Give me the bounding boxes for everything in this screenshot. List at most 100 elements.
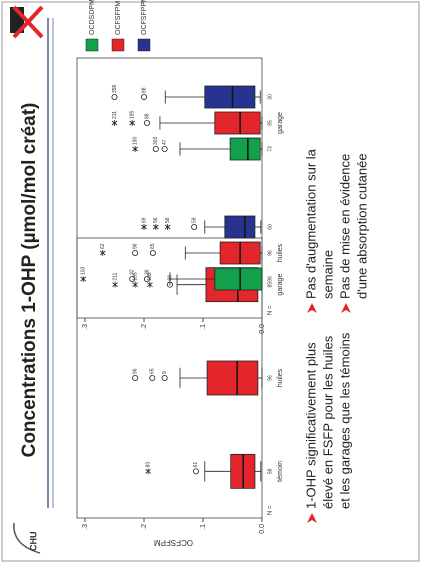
outlier-label: 190 [132, 136, 138, 145]
y-tick-label: .2 [141, 324, 148, 330]
plot-frame [76, 57, 263, 319]
y-tick-label: .1 [200, 324, 207, 330]
outlier-circle [161, 375, 168, 382]
n-value: 58 [267, 468, 273, 474]
outlier-label: 103 [81, 266, 87, 275]
outlier-label: 59 [191, 217, 197, 223]
outlier-star [111, 120, 118, 126]
n-value: 98 [267, 276, 273, 282]
y-tick-label: 0.0 [259, 324, 266, 334]
legend-swatch [137, 38, 151, 52]
outlier-label: 65 [150, 243, 156, 249]
outlier-circle [149, 375, 156, 382]
outlier-star [80, 276, 87, 282]
y-tick-label: 0.0 [259, 524, 266, 534]
y-tick-label: .1 [200, 524, 207, 530]
box [206, 360, 259, 396]
bullet-text: et les garages que les témoins [337, 332, 352, 509]
y-tick-label: .2 [141, 524, 148, 530]
outlier-circle [152, 146, 159, 153]
x-tick-label: garage [277, 112, 284, 134]
outlier-circle [161, 146, 168, 153]
box [204, 85, 256, 109]
logo-curve [13, 522, 41, 554]
legend-label: OCFSFPM [115, 1, 122, 35]
bullet-arrow [341, 303, 351, 313]
outlier-circle [132, 250, 139, 257]
outlier-star [112, 281, 118, 288]
outlier-label: 65 [150, 368, 156, 374]
outlier-label: 88 [141, 87, 147, 93]
legend-label: OCDSDPM [89, 0, 96, 35]
n-label: N = [268, 505, 274, 515]
x-tick-label: garage [277, 274, 284, 296]
n-value: 73 [267, 146, 273, 152]
n-value: 85 [267, 282, 273, 288]
x-tick-label: huiles [277, 243, 284, 262]
outlier-label: 359 [112, 84, 118, 93]
bullet-arrow [307, 513, 317, 523]
outlier-circle [191, 224, 198, 231]
outlier-star [132, 281, 138, 288]
box [214, 267, 263, 291]
bullet-text: Pas d'augmentation sur la [303, 148, 318, 299]
box [229, 137, 261, 161]
outlier-circle [143, 276, 150, 283]
logo-text: CHU [28, 532, 38, 552]
outlier-star [147, 281, 153, 288]
outlier-star [164, 224, 171, 230]
legend-swatch [85, 38, 99, 52]
outlier-circle [111, 94, 118, 101]
y-axis-label: OCFSFPM [154, 538, 193, 547]
outlier-star [132, 146, 138, 152]
n-value: 96 [267, 250, 273, 256]
outlier-label: 58 [165, 217, 171, 223]
outlier-star [152, 224, 159, 230]
outlier-label: 56 [153, 217, 159, 223]
outlier-label: 83 [145, 462, 151, 468]
outlier-star [129, 120, 136, 126]
bullet-text: Pas de mise en évidence [337, 154, 352, 299]
outlier-label: 303 [153, 136, 159, 145]
outlier-label: 62 [100, 243, 106, 249]
outlier-star [99, 250, 106, 256]
box [214, 111, 261, 135]
outlier-label: 9 [162, 371, 168, 374]
outlier-circle [192, 468, 199, 475]
n-value: 60 [267, 224, 273, 230]
outlier-label: 88 [144, 113, 150, 119]
outlier-label: 195 [132, 272, 138, 281]
box [224, 215, 256, 239]
outlier-star [141, 224, 147, 230]
outlier-label: 47 [162, 139, 168, 145]
outlier-circle [132, 375, 139, 382]
outlier-label: 199 [147, 272, 153, 281]
outlier-label: 32 [130, 269, 136, 275]
n-value: 30 [267, 94, 273, 100]
y-tick-label: .3 [82, 524, 89, 530]
bullet-arrow [307, 303, 317, 313]
x-tick-label: témoin [277, 461, 284, 482]
outlier-circle [129, 276, 136, 283]
bullet-text: d'une absorption cutanée [354, 153, 369, 299]
outlier-label: 61 [193, 462, 199, 468]
outlier-circle [143, 120, 150, 127]
outlier-label: 36 [144, 269, 150, 275]
y-tick-label: .3 [82, 324, 89, 330]
outlier-label: 69 [141, 217, 147, 223]
outlier-label: 211 [112, 272, 118, 280]
bullet-text: 1-OHP significativement plus [303, 342, 318, 509]
n-value: 96 [267, 375, 273, 381]
legend-swatch [111, 38, 125, 52]
n-value: 85 [267, 120, 273, 126]
slide-title: Concentrations 1-OHP (µmol/mol créat) [19, 103, 40, 458]
outlier-label: 96 [132, 368, 138, 374]
bullet-text: semaine [320, 250, 335, 299]
outlier-label: 96 [132, 243, 138, 249]
outlier-circle [140, 94, 147, 101]
x-tick-label: huiles [277, 368, 284, 387]
bullet-text: élevé en FSFP pour les huiles [320, 335, 335, 509]
outlier-label: 195 [130, 110, 136, 119]
